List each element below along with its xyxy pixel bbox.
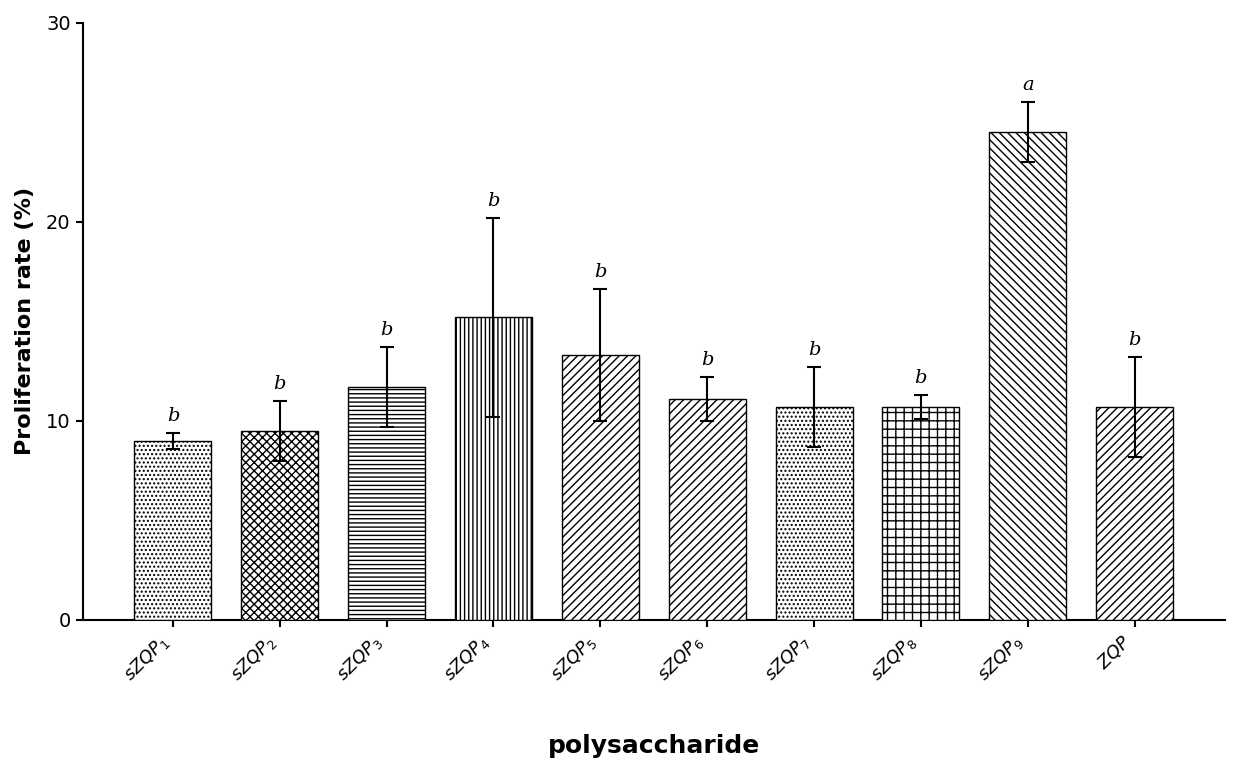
- Bar: [775, 407, 853, 620]
- Text: b: b: [915, 369, 928, 386]
- Text: b: b: [701, 351, 713, 369]
- Text: b: b: [487, 192, 500, 209]
- Bar: [242, 431, 319, 620]
- Text: b: b: [274, 375, 286, 393]
- Bar: [134, 441, 211, 620]
- Bar: [562, 355, 639, 620]
- Text: b: b: [166, 407, 180, 424]
- X-axis label: polysaccharide: polysaccharide: [548, 734, 760, 758]
- Bar: [990, 132, 1066, 620]
- Text: b: b: [807, 341, 821, 359]
- Text: b: b: [594, 264, 606, 281]
- Y-axis label: Proliferation rate (%): Proliferation rate (%): [15, 187, 35, 455]
- Text: a: a: [1022, 77, 1034, 94]
- Bar: [455, 317, 532, 620]
- Bar: [348, 386, 425, 620]
- Bar: [668, 399, 745, 620]
- Bar: [1096, 407, 1173, 620]
- Text: b: b: [1128, 331, 1141, 349]
- Bar: [883, 407, 960, 620]
- Text: b: b: [381, 321, 393, 339]
